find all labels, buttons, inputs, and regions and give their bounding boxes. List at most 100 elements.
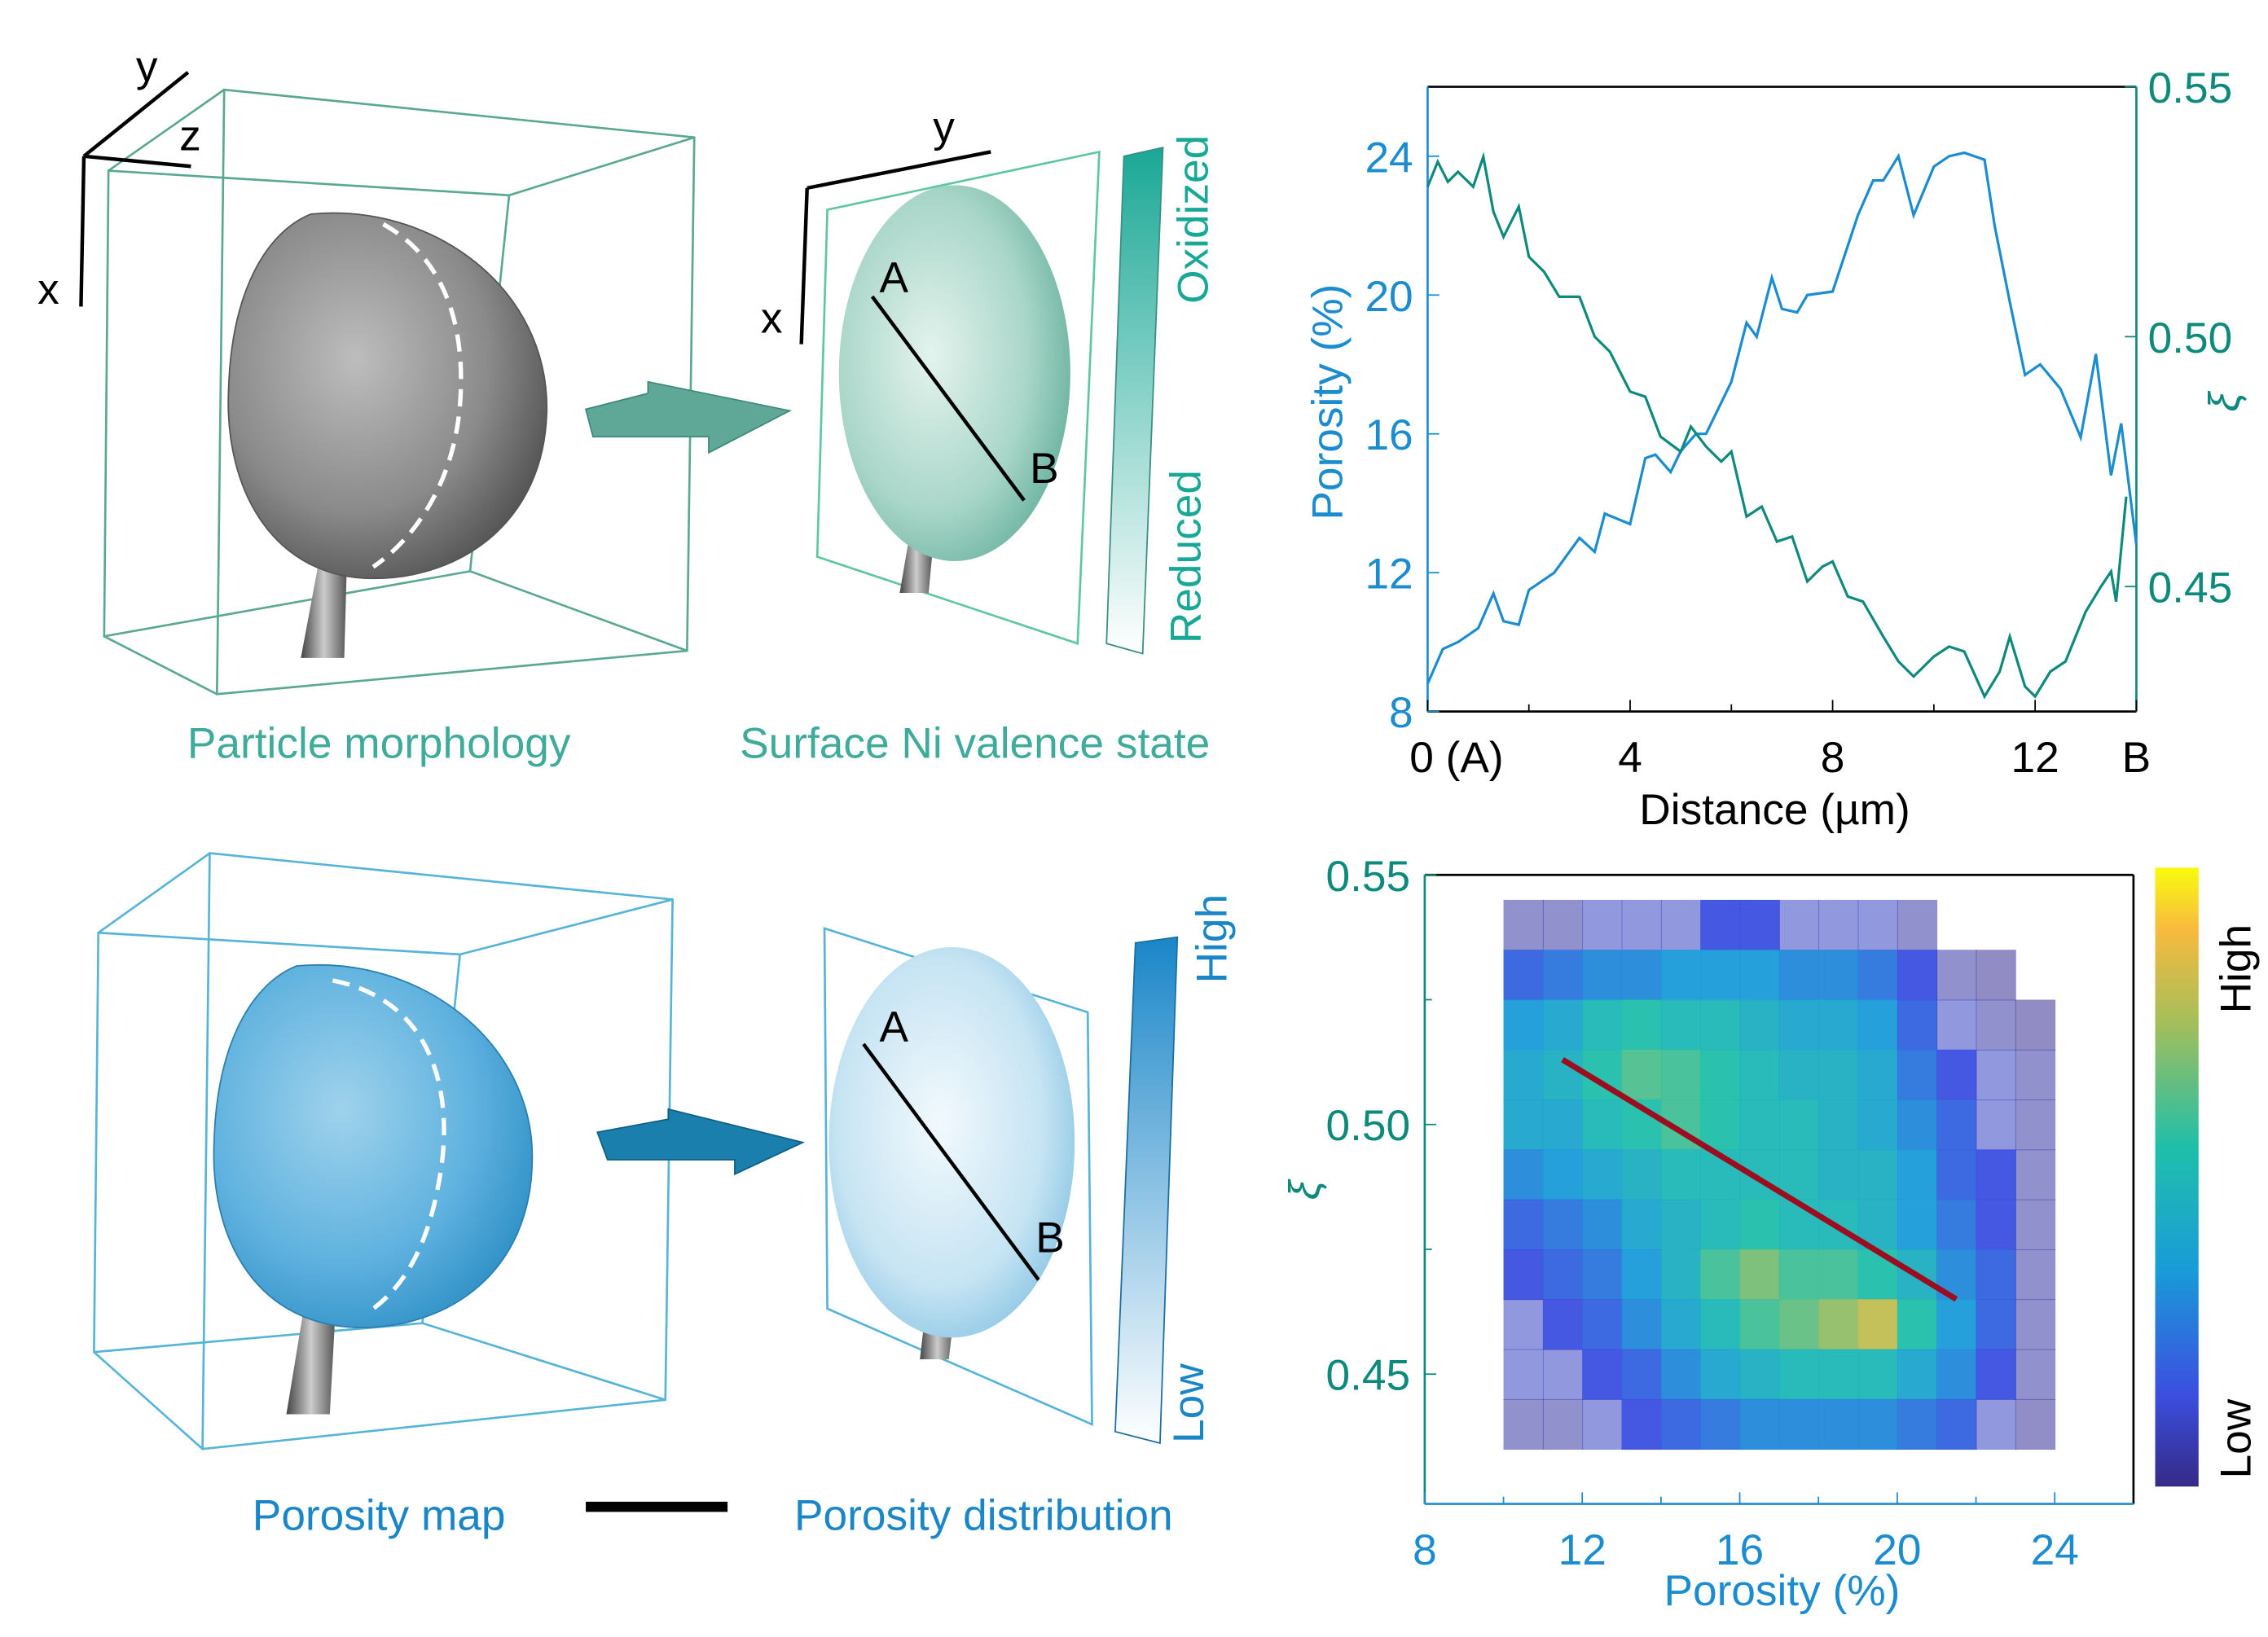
point-a-label: A xyxy=(880,254,909,302)
y2-tick-label: 0.50 xyxy=(2148,314,2233,362)
density-cell xyxy=(1857,1398,1898,1450)
caption-porosity-map: Porosity map xyxy=(253,1492,506,1540)
density-cell xyxy=(1700,1249,1741,1301)
density-cell xyxy=(1621,1299,1662,1350)
density-cell xyxy=(1582,1199,1623,1250)
density-cell xyxy=(1660,1149,1702,1200)
density-cell xyxy=(1503,1149,1544,1200)
density-cell xyxy=(1976,999,2016,1051)
density-cell xyxy=(1582,899,1623,951)
density-cell xyxy=(1936,1199,1977,1250)
density-cell xyxy=(1660,1349,1702,1400)
axis-y-label: y xyxy=(136,42,158,90)
density-cell xyxy=(1897,1349,1938,1400)
y-axis-label: ξ xyxy=(1281,1178,1329,1200)
density-cell xyxy=(2015,1099,2056,1151)
density-cell xyxy=(1778,1249,1820,1301)
y-tick-label: 0.55 xyxy=(1325,853,1410,901)
valence-colorbar xyxy=(1105,147,1164,655)
density-cell xyxy=(1936,999,1977,1051)
density-cell xyxy=(1582,1299,1623,1350)
density-cell xyxy=(1818,1099,1859,1151)
density-cell xyxy=(1503,1299,1544,1350)
y-tick-label: 16 xyxy=(1365,411,1413,459)
density-cell xyxy=(1818,999,1859,1051)
density-cell xyxy=(1660,950,1702,1001)
density-cell xyxy=(1739,1149,1780,1200)
ni-valence-render: y x A B Oxidized Reduced Surface Ni vale… xyxy=(740,103,1217,767)
density-cell xyxy=(1936,950,1977,1001)
particle-body xyxy=(227,212,548,580)
density-cell xyxy=(1976,1149,2016,1200)
particle-morphology-render: y z x Particle morphology xyxy=(37,42,696,767)
x-tick-label: B xyxy=(2122,734,2152,782)
y-axis-label: Porosity (%) xyxy=(1304,284,1352,520)
axes-triad xyxy=(79,71,191,307)
density-cell xyxy=(1621,1249,1662,1301)
colorbar-low-label: Low xyxy=(2213,1398,2261,1478)
density-cell xyxy=(1739,1199,1780,1250)
density-cell xyxy=(1542,950,1584,1001)
density-cell xyxy=(1542,999,1584,1051)
density-cell xyxy=(1621,950,1662,1001)
density-cell xyxy=(1818,1149,1859,1200)
density-cell xyxy=(1818,1398,1859,1450)
density-cell xyxy=(1542,1149,1584,1200)
bounding-box xyxy=(103,88,696,696)
density-cell xyxy=(1857,899,1898,951)
density-cell xyxy=(1818,1349,1859,1400)
density-cell xyxy=(1503,1349,1544,1400)
density-cell xyxy=(2015,1249,2056,1301)
density-cell xyxy=(1778,1199,1820,1250)
density-cell xyxy=(1503,899,1544,951)
density-cell xyxy=(1857,1349,1898,1400)
x-axis-label: Porosity (%) xyxy=(1664,1567,1900,1615)
density-cell xyxy=(1818,1299,1859,1350)
density-cell xyxy=(1976,1299,2016,1350)
density-cell xyxy=(1857,1299,1898,1350)
y-tick-label: 0.45 xyxy=(1325,1352,1410,1400)
particle-body xyxy=(213,964,534,1328)
density-cell xyxy=(1503,1099,1544,1151)
density-cell xyxy=(1778,1049,1820,1100)
cut-line xyxy=(371,222,464,569)
density-cell xyxy=(1542,1199,1584,1250)
density-cell xyxy=(1818,950,1859,1001)
y2-tick-label: 0.45 xyxy=(2148,564,2233,612)
density-cell xyxy=(1976,950,2016,1001)
density-cell xyxy=(1897,999,1938,1051)
density-cell xyxy=(1897,1299,1938,1350)
profile-line xyxy=(870,295,1026,502)
particle-stem xyxy=(899,542,934,594)
density-cell xyxy=(1936,1049,1977,1100)
density-cell xyxy=(1700,1099,1741,1151)
density-cell xyxy=(1700,1349,1741,1400)
density-cell xyxy=(1503,1049,1544,1100)
density-cell xyxy=(1739,1099,1780,1151)
x-tick-label: 12 xyxy=(1558,1526,1606,1574)
axis-z-label: z xyxy=(179,112,201,160)
density-cell xyxy=(1739,1349,1780,1400)
density-cell xyxy=(2015,999,2056,1051)
density-cell xyxy=(1621,1149,1662,1200)
density-cell xyxy=(1778,1398,1820,1450)
y-tick-label: 12 xyxy=(1365,551,1413,599)
density-cell xyxy=(1660,1199,1702,1250)
density-cell xyxy=(1936,1398,1977,1450)
density-cell xyxy=(1897,1099,1938,1151)
density-cell xyxy=(1621,899,1662,951)
y-tick-label: 20 xyxy=(1365,273,1413,321)
density-cell xyxy=(1857,999,1898,1051)
density-cell xyxy=(1976,1099,2016,1151)
colorbar-high: High xyxy=(1189,894,1237,984)
porosity-slice xyxy=(829,947,1075,1338)
particle-stem xyxy=(301,549,348,658)
density-cell xyxy=(1621,1199,1662,1250)
density-cell xyxy=(1976,1398,2016,1450)
axes-triad xyxy=(799,150,991,345)
colorbar-high-label: High xyxy=(2213,924,2261,1014)
colorbar-low: Low xyxy=(1165,1363,1213,1443)
density-cell xyxy=(1778,1299,1820,1350)
density-cell xyxy=(1542,899,1584,951)
